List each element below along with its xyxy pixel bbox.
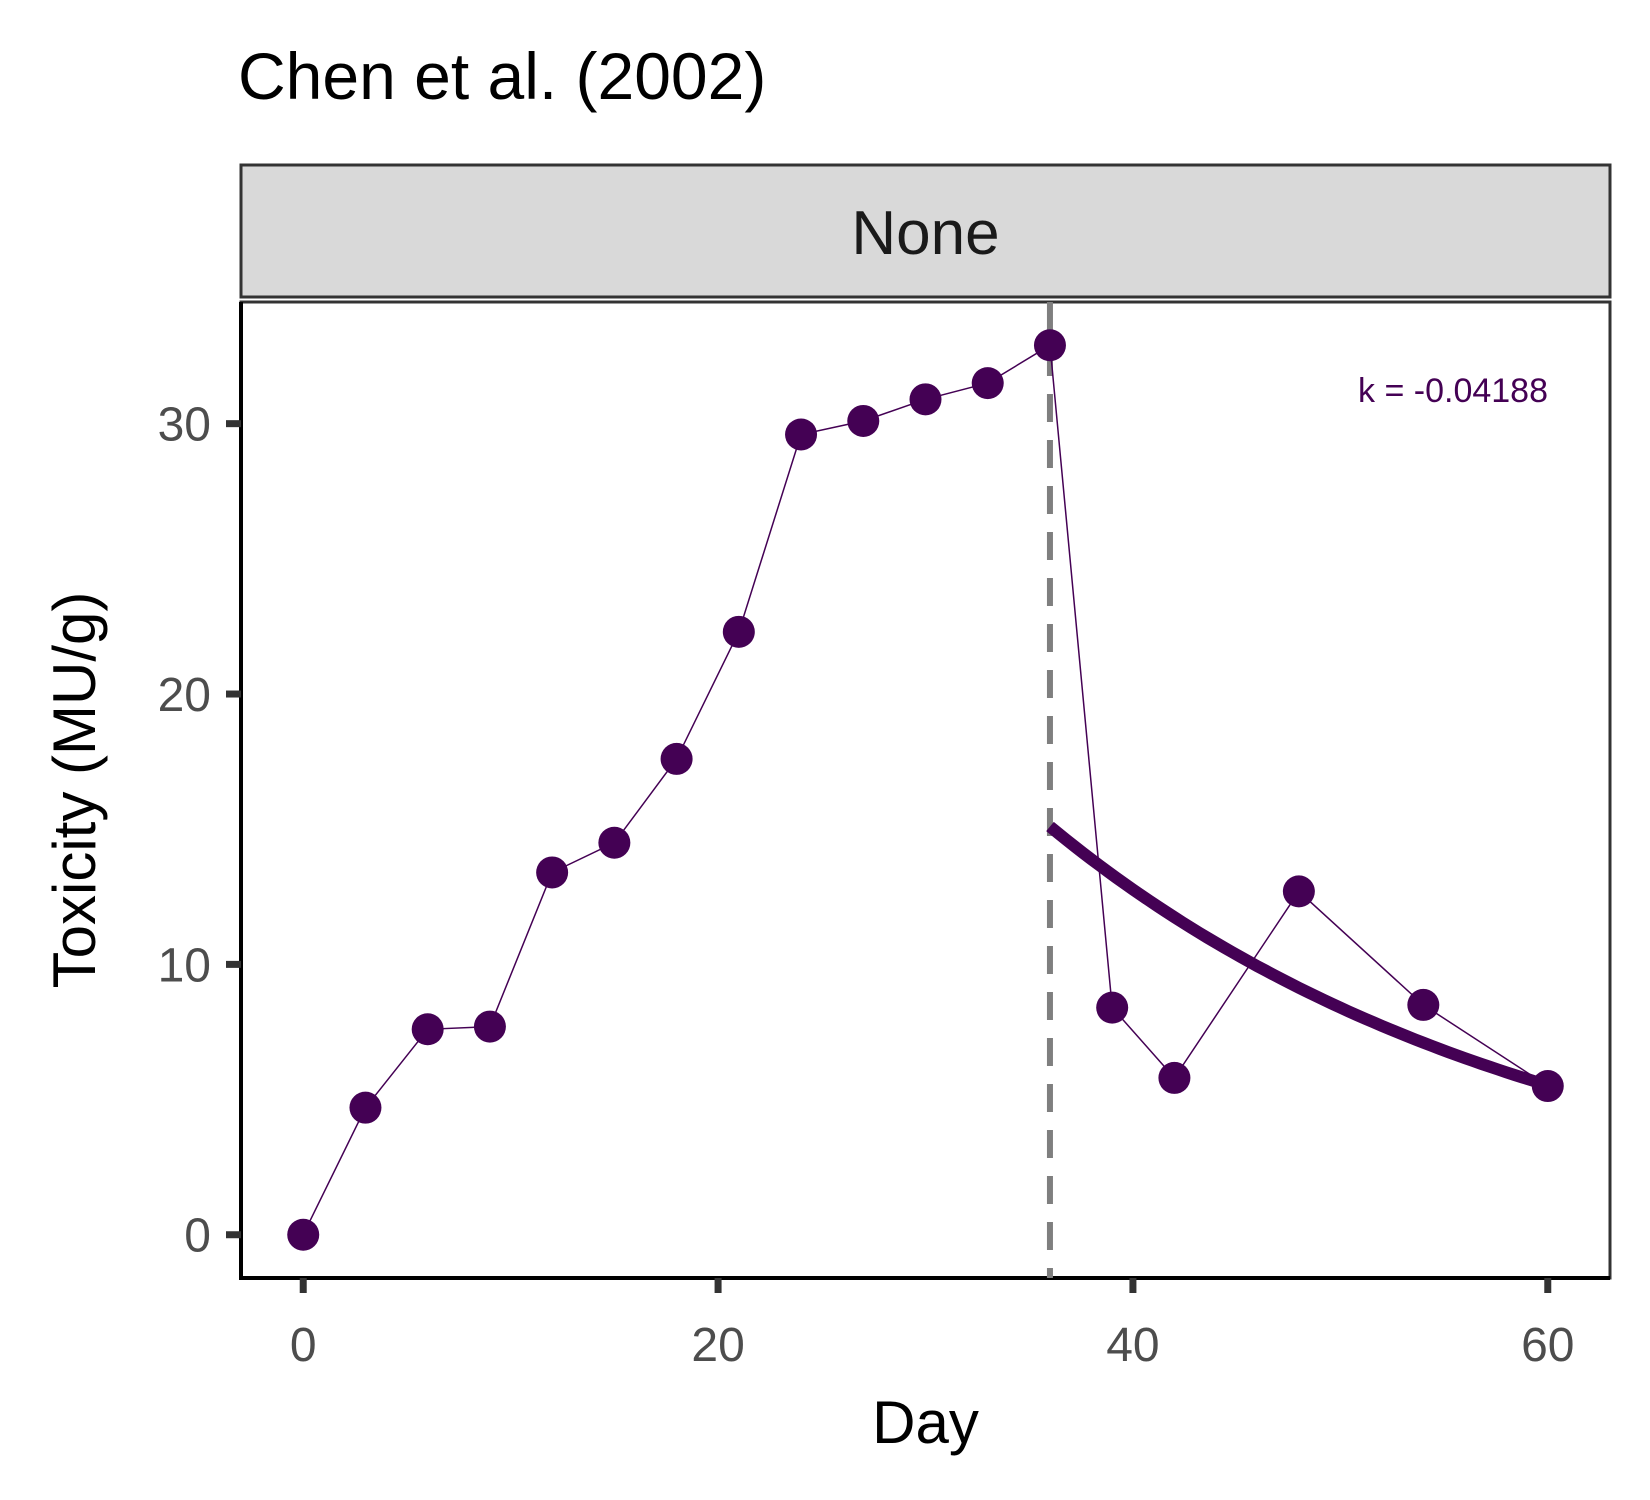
y-tick-label: 30 bbox=[158, 399, 211, 452]
data-point bbox=[349, 1091, 382, 1124]
chart-marks bbox=[287, 302, 1564, 1278]
data-point bbox=[598, 826, 631, 859]
data-point bbox=[1096, 991, 1129, 1024]
x-axis-label: Day bbox=[872, 1389, 979, 1456]
y-tick-label: 20 bbox=[158, 669, 211, 722]
data-point bbox=[1033, 329, 1066, 362]
axis-ticks: 0 20 40 60 0 10 20 30 bbox=[158, 399, 1575, 1372]
data-point bbox=[287, 1218, 320, 1251]
y-tick-label: 0 bbox=[184, 1210, 211, 1263]
data-point bbox=[722, 615, 755, 648]
y-tick-label: 10 bbox=[158, 939, 211, 992]
annotation-k: k = -0.04188 bbox=[1358, 372, 1548, 410]
y-axis-label: Toxicity (MU/g) bbox=[41, 592, 108, 989]
facet-strip bbox=[239, 163, 1612, 299]
data-point bbox=[909, 383, 942, 416]
data-point bbox=[473, 1010, 506, 1043]
data-point bbox=[971, 367, 1004, 400]
data-point bbox=[1531, 1070, 1564, 1103]
x-tick-label: 60 bbox=[1521, 1319, 1574, 1372]
x-tick-label: 40 bbox=[1106, 1319, 1159, 1372]
data-point bbox=[411, 1013, 444, 1046]
data-point bbox=[1407, 988, 1440, 1021]
data-point bbox=[536, 856, 569, 889]
data-point bbox=[660, 742, 693, 775]
x-tick-label: 0 bbox=[290, 1319, 317, 1372]
data-point bbox=[785, 418, 818, 451]
chart-title: Chen et al. (2002) bbox=[238, 39, 767, 113]
plot-panel bbox=[239, 300, 1612, 1280]
data-point bbox=[847, 404, 880, 437]
x-tick-label: 20 bbox=[691, 1319, 744, 1372]
data-point bbox=[1282, 875, 1315, 908]
facet-strip-label: None bbox=[851, 199, 999, 268]
data-point bbox=[1158, 1061, 1191, 1094]
fit-curve bbox=[1046, 821, 1550, 1092]
